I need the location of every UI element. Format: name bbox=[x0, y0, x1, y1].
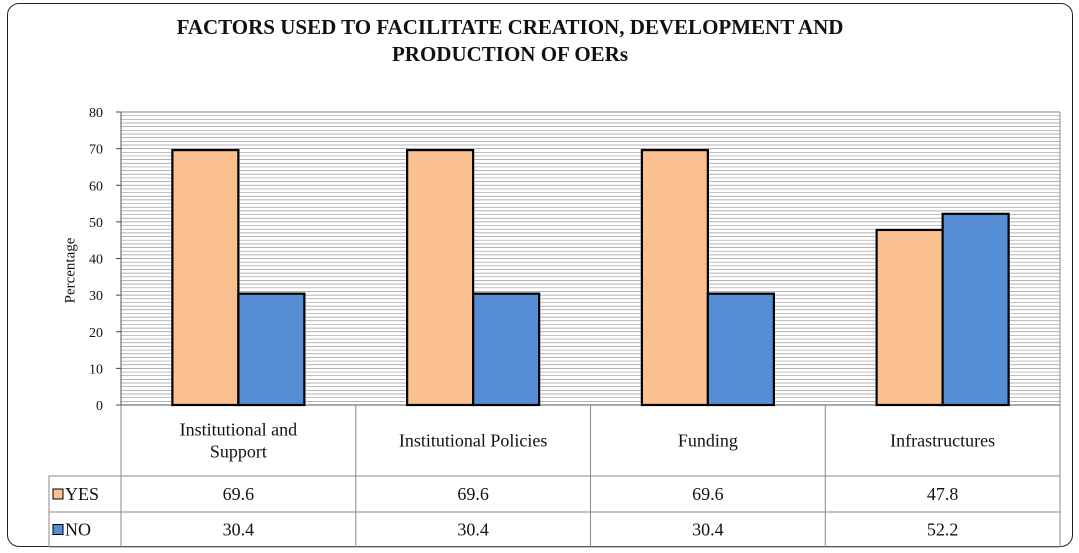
bar-no-4 bbox=[941, 212, 1010, 407]
y-tick-label: 60 bbox=[89, 179, 103, 194]
legend-key-yes bbox=[52, 488, 64, 500]
x-tick-label: Institutional Policies bbox=[399, 431, 548, 451]
x-tick-label: Infrastructures bbox=[890, 431, 995, 451]
data-value-yes: 69.6 bbox=[457, 484, 489, 504]
y-tick-label: 40 bbox=[89, 253, 103, 268]
bar-yes-3 bbox=[640, 148, 709, 407]
data-value-no: 30.4 bbox=[223, 520, 255, 540]
bar-no-3 bbox=[706, 292, 775, 407]
legend-label-yes: YES bbox=[65, 484, 99, 504]
bar-yes-1 bbox=[171, 148, 240, 407]
x-tick-label: Institutional and bbox=[180, 420, 297, 440]
data-value-yes: 47.8 bbox=[927, 484, 959, 504]
y-tick-label: 20 bbox=[89, 326, 103, 341]
y-tick-label: 80 bbox=[89, 106, 103, 121]
data-value-no: 30.4 bbox=[692, 520, 724, 540]
y-tick-label: 30 bbox=[89, 289, 103, 304]
data-value-no: 30.4 bbox=[457, 520, 489, 540]
bar-yes-4 bbox=[875, 228, 944, 407]
y-tick-label: 70 bbox=[89, 143, 103, 158]
legend-label-no: NO bbox=[65, 520, 91, 540]
x-tick-label: Funding bbox=[678, 431, 738, 451]
chart-title: FACTORS USED TO FACILITATE CREATION, DEV… bbox=[176, 15, 844, 66]
x-tick-label: Support bbox=[210, 442, 267, 462]
bar-yes-2 bbox=[406, 148, 475, 407]
y-tick-label: 10 bbox=[89, 362, 103, 377]
data-value-yes: 69.6 bbox=[692, 484, 724, 504]
data-value-yes: 69.6 bbox=[223, 484, 255, 504]
legend-key-no bbox=[52, 524, 64, 535]
bar-no-2 bbox=[472, 292, 541, 407]
y-tick-label: 0 bbox=[96, 399, 103, 414]
bar-no-1 bbox=[237, 292, 306, 407]
data-value-no: 52.2 bbox=[927, 520, 959, 540]
y-tick-label: 50 bbox=[89, 216, 103, 231]
